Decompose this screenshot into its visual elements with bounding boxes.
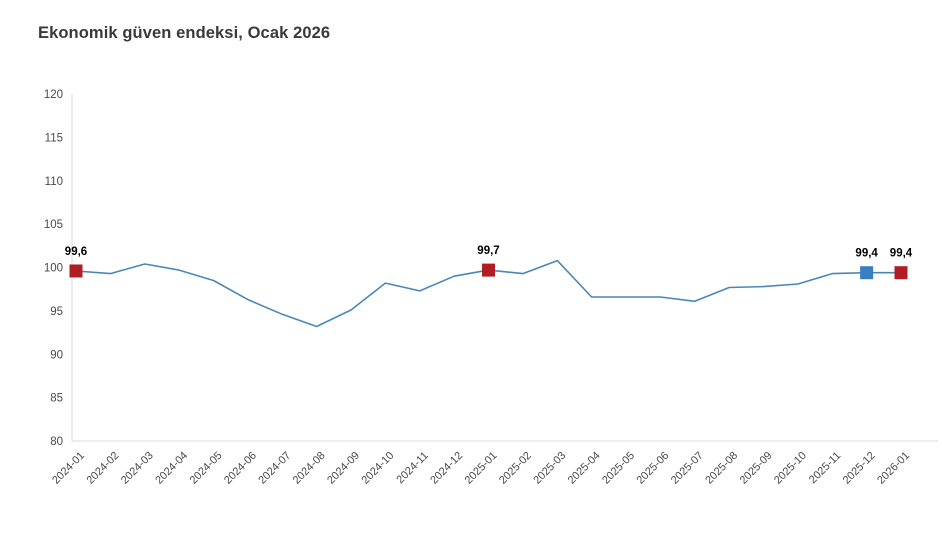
data-point-marker-2026-01 [894,266,908,280]
data-point-marker-2025-12 [860,266,874,280]
x-tick-label: 2024-03 [119,450,156,487]
chart-title: Ekonomik güven endeksi, Ocak 2026 [38,24,331,42]
x-tick-label: 2024-11 [394,450,430,486]
y-tick-label: 95 [50,306,63,318]
y-tick-label: 115 [45,132,63,144]
x-tick-label: 2025-12 [841,450,878,487]
x-tick-label: 2024-01 [50,450,87,487]
y-tick-label: 105 [44,219,63,231]
x-tick-label: 2024-09 [325,450,362,487]
y-tick-label: 100 [44,263,63,275]
x-tick-label: 2025-07 [669,450,706,487]
x-tick-label: 2025-05 [600,450,637,487]
x-tick-label: 2024-02 [84,450,121,487]
x-tick-label: 2025-11 [807,450,843,486]
x-tick-label: 2025-10 [772,450,809,487]
y-tick-label: 90 [50,349,63,361]
x-tick-label: 2025-02 [497,450,534,487]
x-tick-label: 2025-09 [738,450,775,487]
data-point-label-2025-12: 99,4 [855,248,878,260]
data-point-label-2025-01: 99,7 [477,245,499,257]
x-tick-label: 2024-10 [359,450,396,487]
x-tick-label: 2025-03 [531,450,568,487]
y-tick-label: 85 [50,393,63,405]
y-tick-label: 120 [44,89,63,101]
x-tick-label: 2025-01 [463,450,500,487]
data-point-label-2024-01: 99,6 [65,246,87,258]
x-tick-label: 2025-06 [634,450,671,487]
data-point-marker-2025-01 [482,263,495,277]
data-point-marker-2024-01 [69,264,83,278]
x-tick-label: 2024-05 [188,450,225,487]
x-tick-label: 2024-04 [153,450,190,487]
x-tick-label: 2025-08 [703,450,740,487]
data-point-label-2026-01: 99,4 [890,248,913,260]
x-tick-label: 2024-06 [222,450,259,487]
x-tick-label: 2026-01 [875,450,912,487]
x-tick-label: 2024-12 [428,450,465,487]
x-tick-label: 2024-07 [256,450,293,487]
y-tick-label: 110 [45,176,63,188]
x-tick-label: 2025-04 [566,450,603,487]
y-tick-label: 80 [50,436,63,448]
x-tick-label: 2024-08 [291,450,328,487]
